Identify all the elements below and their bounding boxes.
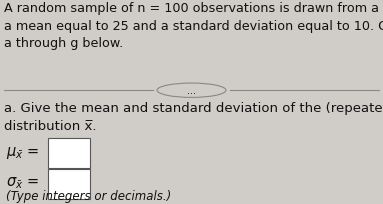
Text: (Type integers or decimals.): (Type integers or decimals.) [6, 189, 171, 202]
Text: ...: ... [187, 86, 196, 96]
Text: A random sample of n = 100 observations is drawn from a population with
a mean e: A random sample of n = 100 observations … [4, 2, 383, 50]
Text: a. Give the mean and standard deviation of the (repeated) sampling
distribution : a. Give the mean and standard deviation … [4, 102, 383, 132]
Ellipse shape [157, 84, 226, 98]
Text: $\sigma_{\bar{x}}$ =: $\sigma_{\bar{x}}$ = [6, 175, 39, 190]
FancyBboxPatch shape [48, 169, 90, 199]
Text: $\mu_{\bar{x}}$ =: $\mu_{\bar{x}}$ = [6, 144, 39, 160]
FancyBboxPatch shape [48, 139, 90, 168]
